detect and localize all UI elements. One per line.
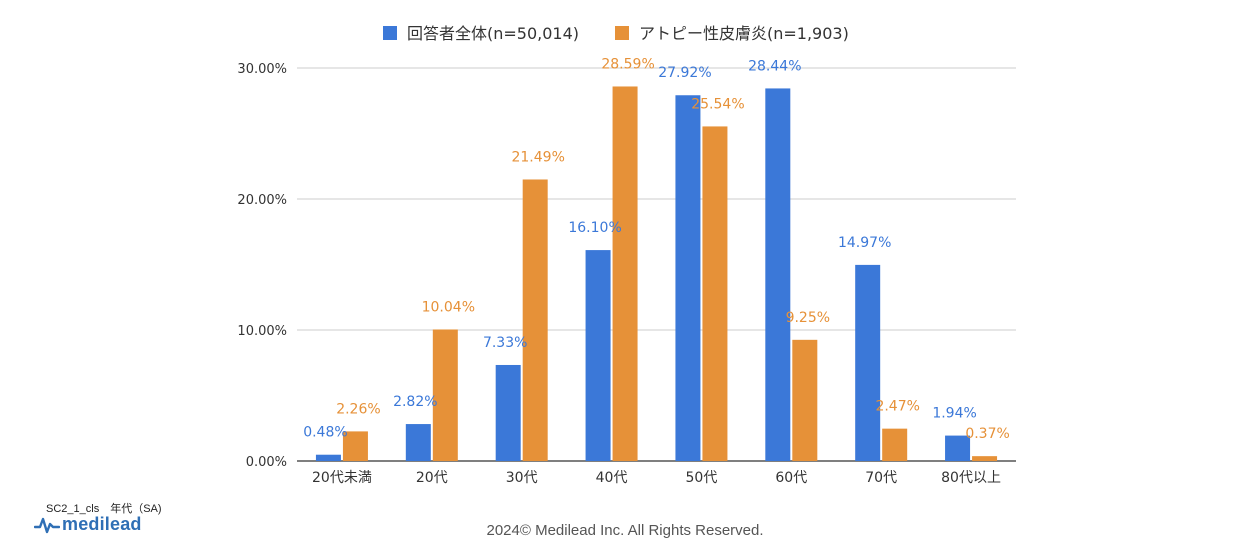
data-label: 9.25%	[786, 310, 830, 326]
data-label: 0.37%	[965, 426, 1009, 442]
bar-atopic-1	[432, 329, 458, 461]
bar-all-2	[495, 364, 521, 461]
legend-swatch	[383, 26, 397, 40]
pulse-icon	[34, 517, 60, 533]
bar-all-0	[315, 454, 341, 461]
data-label: 28.59%	[601, 56, 654, 72]
bar-atopic-2	[522, 179, 548, 461]
data-label: 2.82%	[393, 394, 437, 410]
brand-logo: medilead	[34, 514, 142, 535]
y-tick-label: 30.00%	[237, 62, 287, 77]
x-tick-label: 20代	[416, 470, 448, 486]
data-label: 16.10%	[568, 220, 621, 236]
x-tick-label: 70代	[865, 470, 897, 486]
x-tick-label: 20代未満	[312, 470, 372, 486]
copyright: 2024© Medilead Inc. All Rights Reserved.	[486, 522, 764, 539]
data-label: 27.92%	[658, 65, 711, 81]
legend-swatch	[615, 26, 629, 40]
bar-all-5	[765, 88, 791, 461]
bar-all-4	[675, 95, 701, 462]
data-label: 7.33%	[483, 335, 527, 351]
bars	[315, 86, 998, 462]
data-label: 1.94%	[932, 406, 976, 422]
question-code: SC2_1_cls 年代（SA)	[46, 503, 162, 515]
x-tick-label: 40代	[596, 470, 628, 486]
data-label: 10.04%	[422, 299, 475, 315]
data-labels: 0.48% 2.26% 2.82% 10.04% 7.33% 21.49% 16.10% 28…	[303, 56, 1010, 442]
data-label: 21.49%	[511, 149, 564, 165]
bar-atopic-4	[702, 126, 728, 462]
bar-atopic-5	[792, 339, 818, 461]
bar-all-1	[405, 424, 431, 461]
bar-all-3	[585, 250, 611, 461]
bar-atopic-6	[882, 428, 908, 461]
x-tick-label: 80代以上	[941, 470, 1001, 486]
legend: 回答者全体(n=50,014) アトピー性皮膚炎(n=1,903)	[383, 24, 849, 43]
bar-all-7	[945, 435, 971, 461]
data-label: 28.44%	[748, 58, 801, 74]
x-tick-label: 50代	[686, 470, 718, 486]
data-label: 25.54%	[691, 96, 744, 112]
bar-atopic-7	[972, 456, 998, 461]
x-axis-ticks: 20代未満 20代 30代 40代 50代 60代 70代 80代以上	[312, 470, 1001, 486]
x-tick-label: 30代	[506, 470, 538, 486]
data-label: 0.48%	[303, 425, 347, 441]
data-label: 14.97%	[838, 235, 891, 251]
y-tick-label: 10.00%	[237, 324, 287, 339]
y-tick-label: 20.00%	[237, 193, 287, 208]
y-axis-ticks: 0.00% 10.00% 20.00% 30.00%	[237, 62, 287, 470]
bar-atopic-3	[612, 86, 638, 461]
data-label: 2.26%	[336, 401, 380, 417]
data-label: 2.47%	[875, 399, 919, 415]
bar-all-6	[855, 264, 881, 461]
bar-atopic-0	[342, 431, 368, 461]
legend-label: 回答者全体(n=50,014)	[407, 24, 579, 43]
y-tick-label: 0.00%	[246, 455, 287, 470]
brand-name: medilead	[62, 514, 142, 534]
legend-label: アトピー性皮膚炎(n=1,903)	[639, 24, 849, 43]
x-tick-label: 60代	[775, 470, 807, 486]
